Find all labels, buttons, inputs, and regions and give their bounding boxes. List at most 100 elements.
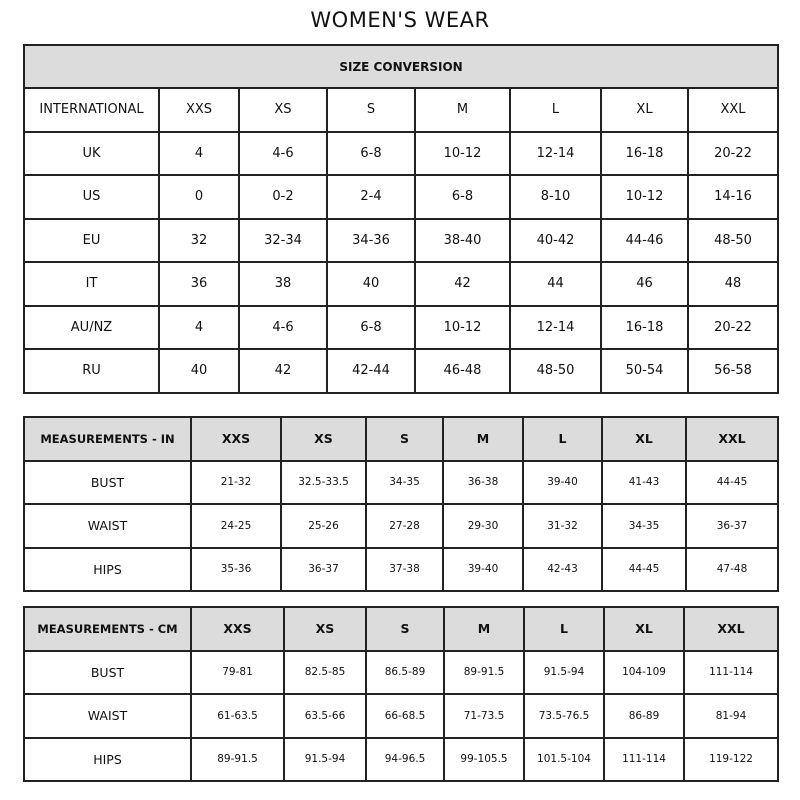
table-row: BUST 21-32 32.5-33.5 34-35 36-38 39-40 41-43 44…	[23, 459, 779, 505]
column-header: XL	[603, 606, 685, 652]
table-cell: 0	[158, 174, 240, 220]
table-cell: 44-45	[685, 459, 779, 505]
table-cell: 38-40	[414, 217, 511, 263]
table-cell: 56-58	[686, 348, 780, 394]
column-header: M	[414, 87, 511, 133]
table-cell: 39-40	[442, 546, 524, 592]
row-label: AU/NZ	[23, 304, 160, 350]
table-cell: 66-68.5	[365, 693, 445, 739]
size-conversion-banner: SIZE CONVERSION	[22, 44, 780, 89]
table-cell: 32-34	[238, 217, 328, 263]
table-cell: 37-38	[365, 546, 444, 592]
row-label: RU	[23, 348, 160, 394]
table-cell: 0-2	[238, 174, 328, 220]
column-header: XXS	[158, 87, 240, 133]
table-cell: 111-114	[603, 736, 685, 782]
size-conversion-table: SIZE CONVERSION INTERNATIONAL XXS XS S M L XL X…	[22, 44, 780, 394]
column-header: S	[326, 87, 416, 133]
table-cell: 25-26	[280, 503, 367, 549]
table-cell: 34-35	[365, 459, 444, 505]
table-cell: 12-14	[509, 130, 602, 176]
row-label: HIPS	[23, 736, 192, 782]
table-cell: 20-22	[686, 130, 780, 176]
table-cell: 44	[509, 261, 602, 307]
table-row: HIPS 35-36 36-37 37-38 39-40 42-43 44-45 47-48	[23, 546, 779, 592]
table-cell: 36	[158, 261, 240, 307]
table-cell: 14-16	[686, 174, 780, 220]
table-cell: 89-91.5	[443, 649, 525, 695]
measurements-cm-table: MEASUREMENTS - CM XXS XS S M L XL XXL BUST 79-81 8…	[23, 606, 779, 782]
table-cell: 71-73.5	[443, 693, 525, 739]
measurements-in-table: MEASUREMENTS - IN XXS XS S M L XL XXL BUST 21-32 3…	[23, 416, 779, 592]
table-cell: 50-54	[600, 348, 689, 394]
table-cell: 94-96.5	[365, 736, 445, 782]
table-cell: 40	[158, 348, 240, 394]
table-cell: 44-46	[600, 217, 689, 263]
table-cell: 42	[238, 348, 328, 394]
row-label: HIPS	[23, 546, 192, 592]
table-row: WAIST 61-63.5 63.5-66 66-68.5 71-73.5 73.5-76…	[23, 693, 779, 739]
column-header: XS	[280, 416, 367, 462]
table-cell: 31-32	[522, 503, 603, 549]
table-cell: 46-48	[414, 348, 511, 394]
column-header: M	[443, 606, 525, 652]
table-row: EU 32 32-34 34-36 38-40 40-42 44-46 48-50	[23, 217, 780, 263]
table-cell: 40	[326, 261, 416, 307]
column-header: XXS	[190, 416, 282, 462]
table-row: WAIST 24-25 25-26 27-28 29-30 31-32 34-35 36-37	[23, 503, 779, 549]
header-row: INTERNATIONAL XXS XS S M L XL XXL	[23, 87, 780, 133]
table-cell: 16-18	[600, 130, 689, 176]
table-cell: 46	[600, 261, 689, 307]
column-header: S	[365, 606, 445, 652]
column-header: L	[509, 87, 602, 133]
row-label: WAIST	[23, 503, 192, 549]
table-cell: 2-4	[326, 174, 416, 220]
column-header: XL	[600, 87, 689, 133]
column-header: XS	[238, 87, 328, 133]
table-cell: 42	[414, 261, 511, 307]
table-cell: 10-12	[414, 130, 511, 176]
table-cell: 101.5-104	[523, 736, 605, 782]
table-cell: 111-114	[683, 649, 779, 695]
table-cell: 6-8	[326, 304, 416, 350]
column-header: L	[523, 606, 605, 652]
table-cell: 79-81	[190, 649, 285, 695]
table-cell: 32.5-33.5	[280, 459, 367, 505]
row-label: BUST	[23, 649, 192, 695]
table-cell: 40-42	[509, 217, 602, 263]
table-cell: 12-14	[509, 304, 602, 350]
table-cell: 91.5-94	[523, 649, 605, 695]
column-header: XXL	[686, 87, 780, 133]
row-label: BUST	[23, 459, 192, 505]
table-cell: 4	[158, 304, 240, 350]
table-cell: 82.5-85	[283, 649, 367, 695]
table-row: IT 36 38 40 42 44 46 48	[23, 261, 780, 307]
table-row: AU/NZ 4 4-6 6-8 10-12 12-14 16-18 20-22	[23, 304, 780, 350]
table-cell: 38	[238, 261, 328, 307]
table-cell: 4	[158, 130, 240, 176]
table-row: UK 4 4-6 6-8 10-12 12-14 16-18 20-22	[23, 130, 780, 176]
table-cell: 48-50	[686, 217, 780, 263]
table-cell: 89-91.5	[190, 736, 285, 782]
table-row: US 0 0-2 2-4 6-8 8-10 10-12 14-16	[23, 174, 780, 220]
table-cell: 99-105.5	[443, 736, 525, 782]
table-cell: 16-18	[600, 304, 689, 350]
table-cell: 29-30	[442, 503, 524, 549]
table-cell: 39-40	[522, 459, 603, 505]
table-cell: 48-50	[509, 348, 602, 394]
table-cell: 86-89	[603, 693, 685, 739]
table-cell: 8-10	[509, 174, 602, 220]
table-cell: 35-36	[190, 546, 282, 592]
table-cell: 6-8	[414, 174, 511, 220]
table-cell: 36-38	[442, 459, 524, 505]
table-cell: 4-6	[238, 130, 328, 176]
table-row: HIPS 89-91.5 91.5-94 94-96.5 99-105.5 101.5-1…	[23, 736, 779, 782]
table-cell: 10-12	[414, 304, 511, 350]
column-header: INTERNATIONAL	[23, 87, 160, 133]
table-cell: 36-37	[280, 546, 367, 592]
header-row: MEASUREMENTS - CM XXS XS S M L XL XXL	[23, 606, 779, 652]
column-header: MEASUREMENTS - CM	[23, 606, 192, 652]
table-cell: 34-35	[601, 503, 687, 549]
table-cell: 27-28	[365, 503, 444, 549]
table-cell: 63.5-66	[283, 693, 367, 739]
